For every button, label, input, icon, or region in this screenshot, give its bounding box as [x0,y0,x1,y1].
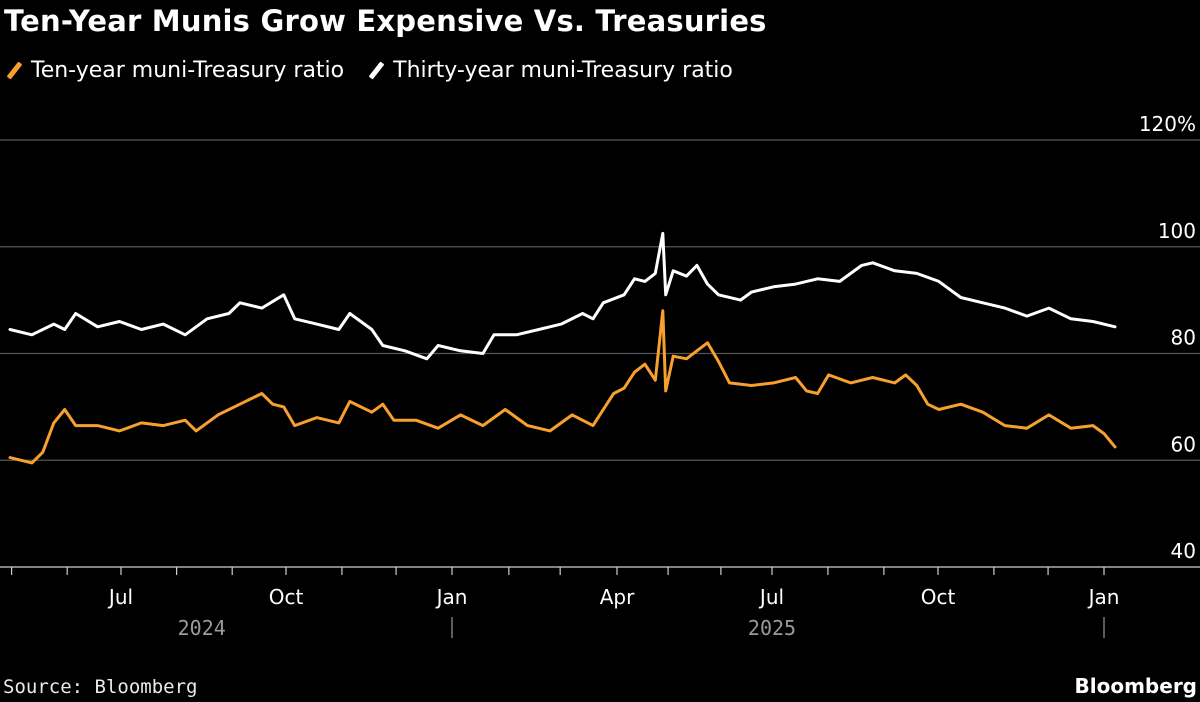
y-tick-label-40: 40 [1171,539,1196,563]
year-label-2025: 2025 [748,616,796,640]
y-tick-label-60: 60 [1171,432,1196,456]
legend-item-ten-year: Ten-year muni-Treasury ratio [4,58,344,83]
gridlines: 40 60 80 100 120% [0,112,1200,563]
x-tick-label-jan: Jan [1087,585,1120,609]
x-tick-label-jul: Jul [758,585,784,609]
x-axis: Jul Oct Jan Apr Jul Oct Jan 2024 2025 [0,566,1200,640]
x-tick-label-apr: Apr [600,585,635,609]
x-tick-label-jan: Jan [435,585,468,609]
bloomberg-logo: Bloomberg [1074,674,1197,698]
x-tick-label-jul: Jul [107,585,133,609]
chart-title: Ten-Year Munis Grow Expensive Vs. Treasu… [4,4,767,38]
x-tick-label-oct: Oct [269,585,304,609]
legend-item-thirty-year: Thirty-year muni-Treasury ratio [366,58,733,83]
y-tick-label-100: 100 [1158,219,1196,243]
source-note: Source: Bloomberg [3,676,198,698]
thirty-year-swatch-icon [368,61,385,80]
legend: Ten-year muni-Treasury ratio Thirty-year… [4,58,755,83]
ten-year-series-line [8,309,1117,465]
y-tick-label-120: 120% [1139,112,1196,136]
x-tick-label-oct: Oct [921,585,956,609]
year-label-2024: 2024 [178,616,226,640]
ten-year-swatch-icon [6,61,23,80]
thirty-year-series-line [8,231,1117,361]
legend-label-ten-year: Ten-year muni-Treasury ratio [31,58,345,83]
y-tick-label-80: 80 [1171,326,1196,350]
legend-label-thirty-year: Thirty-year muni-Treasury ratio [393,58,733,83]
series-lines [8,231,1117,465]
